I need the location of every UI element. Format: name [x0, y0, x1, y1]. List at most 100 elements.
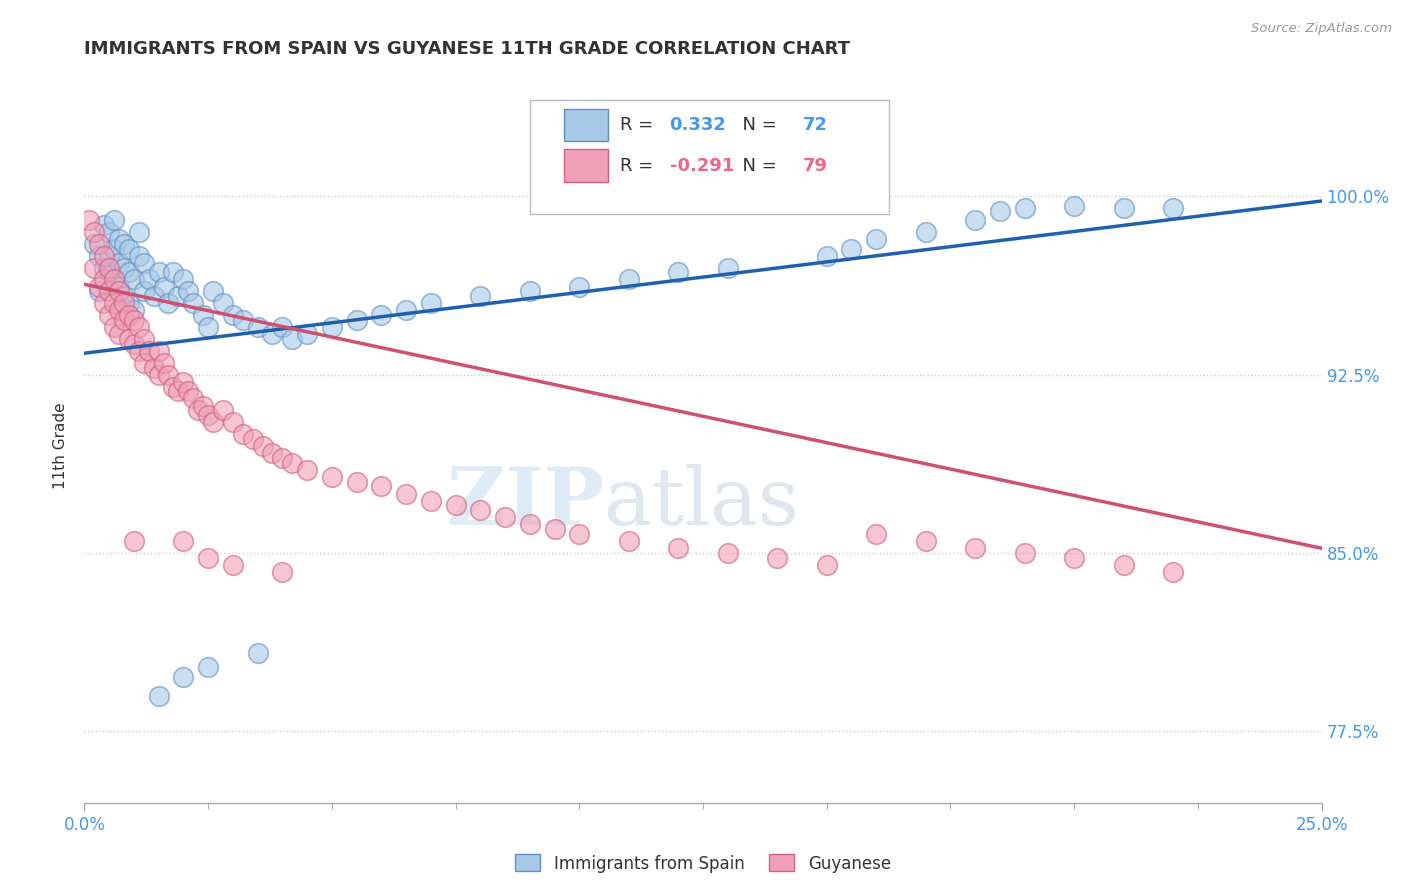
Point	[112, 260, 135, 275]
Text: R =: R =	[620, 116, 659, 134]
Point	[295, 327, 318, 342]
Point	[1161, 201, 1184, 215]
Point	[98, 225, 121, 239]
Point	[98, 249, 121, 263]
Point	[815, 249, 838, 263]
Point	[112, 313, 135, 327]
Point	[568, 279, 591, 293]
Point	[108, 285, 131, 299]
Point	[1014, 546, 1036, 560]
Point	[98, 265, 121, 279]
Point	[666, 265, 689, 279]
Text: N =: N =	[731, 157, 783, 175]
Point	[419, 493, 441, 508]
Point	[197, 408, 219, 422]
Point	[1112, 201, 1135, 215]
Point	[568, 527, 591, 541]
Point	[222, 308, 245, 322]
Point	[128, 320, 150, 334]
Point	[242, 432, 264, 446]
Point	[865, 527, 887, 541]
Point	[232, 427, 254, 442]
Point	[108, 327, 131, 342]
Point	[162, 379, 184, 393]
Point	[965, 213, 987, 227]
Point	[138, 272, 160, 286]
Point	[262, 446, 284, 460]
Point	[122, 272, 145, 286]
Point	[108, 303, 131, 318]
Point	[346, 313, 368, 327]
Point	[103, 272, 125, 286]
Point	[167, 289, 190, 303]
Point	[172, 534, 194, 549]
Point	[197, 320, 219, 334]
Point	[152, 356, 174, 370]
Point	[122, 303, 145, 318]
Point	[271, 320, 294, 334]
Point	[470, 289, 492, 303]
Point	[93, 260, 115, 275]
Point	[172, 272, 194, 286]
FancyBboxPatch shape	[530, 100, 889, 214]
Point	[83, 260, 105, 275]
Point	[103, 320, 125, 334]
Point	[98, 308, 121, 322]
Point	[162, 265, 184, 279]
Point	[89, 236, 111, 251]
Point	[132, 356, 155, 370]
Point	[444, 499, 467, 513]
Point	[395, 303, 418, 318]
Point	[419, 296, 441, 310]
Point	[232, 313, 254, 327]
Point	[222, 415, 245, 429]
Point	[148, 265, 170, 279]
Point	[122, 336, 145, 351]
Point	[197, 550, 219, 565]
Point	[98, 260, 121, 275]
Point	[281, 456, 304, 470]
Point	[841, 242, 863, 256]
Legend: Immigrants from Spain, Guyanese: Immigrants from Spain, Guyanese	[509, 847, 897, 880]
Point	[157, 368, 180, 382]
Point	[295, 463, 318, 477]
Point	[914, 225, 936, 239]
Point	[172, 375, 194, 389]
Point	[177, 384, 200, 399]
Point	[177, 285, 200, 299]
Point	[395, 486, 418, 500]
Text: atlas: atlas	[605, 464, 799, 542]
Point	[108, 232, 131, 246]
Point	[142, 360, 165, 375]
Text: IMMIGRANTS FROM SPAIN VS GUYANESE 11TH GRADE CORRELATION CHART: IMMIGRANTS FROM SPAIN VS GUYANESE 11TH G…	[84, 40, 851, 58]
Point	[321, 320, 343, 334]
Point	[103, 213, 125, 227]
Point	[112, 236, 135, 251]
Point	[262, 327, 284, 342]
Point	[187, 403, 209, 417]
Point	[128, 249, 150, 263]
Point	[191, 308, 214, 322]
Point	[132, 332, 155, 346]
Point	[717, 260, 740, 275]
Point	[172, 670, 194, 684]
Point	[246, 646, 269, 660]
Point	[246, 320, 269, 334]
Text: N =: N =	[731, 116, 783, 134]
Point	[108, 256, 131, 270]
Point	[470, 503, 492, 517]
Point	[543, 522, 565, 536]
Point	[1063, 550, 1085, 565]
Point	[252, 439, 274, 453]
Point	[118, 308, 141, 322]
Text: 72: 72	[803, 116, 828, 134]
Point	[1112, 558, 1135, 572]
Text: 79: 79	[803, 157, 828, 175]
Point	[128, 343, 150, 358]
Point	[212, 403, 235, 417]
Text: ZIP: ZIP	[447, 464, 605, 542]
Point	[83, 236, 105, 251]
Point	[93, 272, 115, 286]
Point	[103, 296, 125, 310]
Point	[766, 550, 789, 565]
